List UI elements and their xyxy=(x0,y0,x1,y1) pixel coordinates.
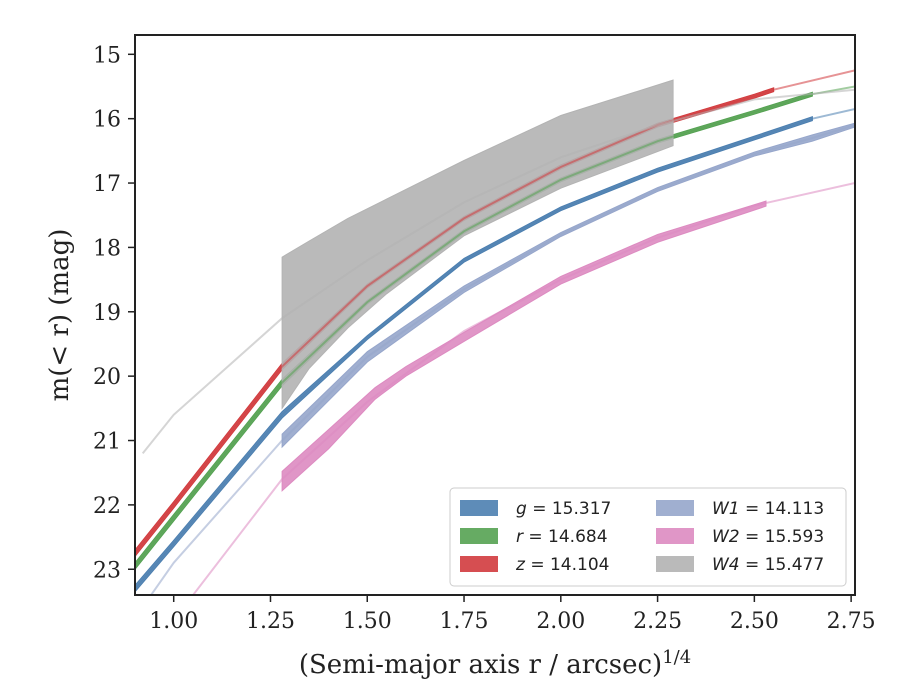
legend-box xyxy=(449,487,847,587)
legend-label-w4: W4 = 15.477 xyxy=(712,555,824,575)
model-curve-w1 xyxy=(149,124,855,595)
legend-label-w1: W1 = 14.113 xyxy=(712,499,824,519)
y-tick-label: 21 xyxy=(93,430,121,455)
legend-swatch-w4 xyxy=(656,556,694,572)
y-tick-label: 20 xyxy=(93,365,121,390)
y-tick-label: 23 xyxy=(93,558,121,583)
legend-swatch-z xyxy=(460,556,498,572)
y-axis: 15 16 17 18 19 20 21 22 23 xyxy=(93,43,135,583)
band-w4 xyxy=(281,79,674,410)
x-tick-label: 2.75 xyxy=(827,609,876,634)
x-tick-label: 1.75 xyxy=(440,609,489,634)
plot-frame xyxy=(134,34,856,596)
legend-label-r: r = 14.684 xyxy=(516,527,608,547)
model-curve-w2 xyxy=(192,182,855,595)
y-axis-title: m(< r) (mag) xyxy=(45,229,75,402)
band-z xyxy=(135,87,775,558)
legend-swatch-r xyxy=(460,528,498,544)
y-tick-label: 18 xyxy=(93,236,121,261)
legend-swatch-g xyxy=(460,500,498,516)
uncertainty-bands xyxy=(135,79,855,593)
model-curves xyxy=(135,69,855,595)
band-w2 xyxy=(281,200,767,492)
legend: g = 15.317 r = 14.684 z = 14.104 W1 = 14.11… xyxy=(449,487,847,587)
x-tick-label: 1.50 xyxy=(343,609,392,634)
y-tick-label: 16 xyxy=(93,108,121,133)
legend-label-z: z = 14.104 xyxy=(515,555,609,575)
x-tick-label: 2.50 xyxy=(730,609,779,634)
model-curve-r xyxy=(135,85,855,567)
y-tick-label: 17 xyxy=(93,172,121,197)
model-curve-g xyxy=(135,108,855,590)
band-w1 xyxy=(281,122,855,449)
x-tick-label: 2.25 xyxy=(633,609,682,634)
x-axis: 1.00 1.25 1.50 1.75 2.00 2.25 2.50 2.75 xyxy=(149,595,876,634)
model-curve-w4 xyxy=(141,88,855,455)
x-tick-label: 1.25 xyxy=(246,609,295,634)
y-tick-label: 15 xyxy=(93,43,121,68)
legend-label-g: g = 15.317 xyxy=(516,499,611,519)
legend-swatch-w1 xyxy=(656,500,694,516)
model-curve-z xyxy=(135,69,855,554)
x-tick-label: 1.00 xyxy=(149,609,198,634)
legend-swatch-w2 xyxy=(656,528,694,544)
x-axis-title: (Semi-major axis r / arcsec)1/4 xyxy=(299,647,691,680)
legend-label-w2: W2 = 15.593 xyxy=(712,527,824,547)
y-tick-label: 22 xyxy=(93,494,121,519)
x-tick-label: 2.00 xyxy=(536,609,585,634)
band-g xyxy=(135,116,813,593)
y-tick-label: 19 xyxy=(93,301,121,326)
